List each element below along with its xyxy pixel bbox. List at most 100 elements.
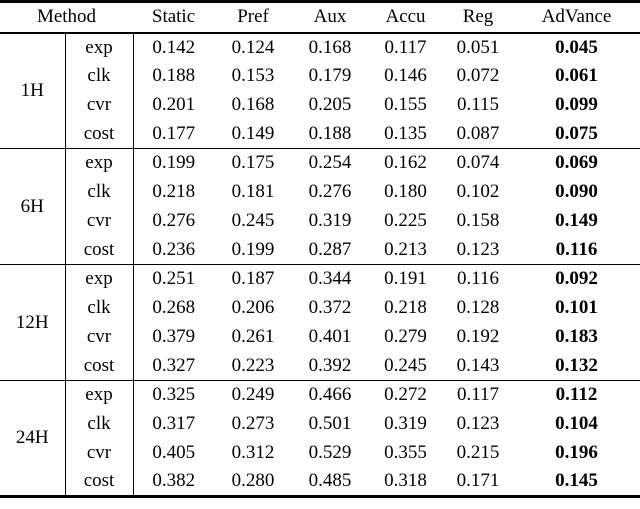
value-cell: 0.319: [308, 210, 352, 231]
value-cell: 0.181: [231, 181, 275, 202]
value-cell: 0.382: [152, 470, 196, 492]
value-cell-advance: 0.099: [555, 94, 598, 115]
value-cell: 0.142: [152, 36, 196, 58]
value-cell: 0.153: [231, 65, 275, 86]
value-cell: 0.135: [384, 122, 427, 144]
table-row: cost 0.327 0.223 0.392 0.245 0.143 0.132: [0, 351, 640, 381]
table-row: cvr 0.405 0.312 0.529 0.355 0.215 0.196: [0, 438, 640, 468]
value-cell: 0.074: [456, 152, 500, 174]
metric-label: cost: [65, 119, 134, 149]
metric-label: cvr: [65, 90, 134, 120]
group-6h: 6H exp 0.199 0.175 0.254 0.162 0.074 0.0…: [0, 148, 640, 265]
value-cell: 0.276: [308, 181, 352, 202]
value-cell: 0.218: [152, 181, 196, 202]
table-row: clk 0.218 0.181 0.276 0.180 0.102 0.090: [0, 177, 640, 207]
table-row: clk 0.188 0.153 0.179 0.146 0.072 0.061: [0, 61, 640, 91]
value-cell-advance: 0.092: [555, 268, 598, 290]
value-cell: 0.117: [384, 36, 427, 58]
value-cell: 0.117: [456, 384, 500, 406]
metric-label: cost: [65, 467, 134, 497]
table-row: clk 0.317 0.273 0.501 0.319 0.123 0.104: [0, 409, 640, 439]
value-cell-advance: 0.132: [555, 354, 598, 376]
value-cell: 0.187: [231, 268, 275, 290]
value-cell: 0.254: [308, 152, 352, 174]
col-header-pref: Pref: [214, 1, 293, 34]
value-cell: 0.213: [384, 238, 427, 260]
value-cell: 0.143: [456, 354, 500, 376]
value-cell: 0.245: [231, 210, 275, 231]
table-row: 6H exp 0.199 0.175 0.254 0.162 0.074 0.0…: [0, 148, 640, 265]
table-row: 1H exp 0.142 0.124 0.168 0.117 0.051 0.0…: [0, 32, 640, 149]
value-cell-advance: 0.061: [555, 65, 598, 86]
table-row: cost 0.382 0.280 0.485 0.318 0.171 0.145: [0, 467, 640, 497]
value-cell-advance: 0.149: [555, 210, 598, 231]
value-cell: 0.287: [308, 238, 352, 260]
value-cell: 0.116: [456, 268, 500, 290]
group-label-24h: 24H: [0, 380, 66, 497]
metric-label: cvr: [65, 322, 134, 352]
col-header-reg: Reg: [443, 1, 514, 34]
table-row: cost 0.177 0.149 0.188 0.135 0.087 0.075: [0, 119, 640, 149]
value-cell: 0.188: [308, 122, 352, 144]
group-label-6h: 6H: [0, 148, 66, 265]
value-cell: 0.317: [152, 413, 196, 434]
value-cell: 0.123: [456, 238, 500, 260]
value-cell-advance: 0.183: [555, 326, 598, 347]
value-cell: 0.205: [308, 94, 352, 115]
group-label-12h: 12H: [0, 264, 66, 381]
value-cell: 0.179: [308, 65, 352, 86]
value-cell: 0.529: [308, 442, 352, 463]
value-cell: 0.162: [384, 152, 427, 174]
value-cell: 0.192: [456, 326, 500, 347]
value-cell: 0.158: [456, 210, 500, 231]
group-label-1h: 1H: [0, 32, 66, 149]
table-row: cvr 0.276 0.245 0.319 0.225 0.158 0.149: [0, 206, 640, 236]
value-cell: 0.102: [456, 181, 500, 202]
value-cell: 0.276: [152, 210, 196, 231]
results-table: Method Static Pref Aux Accu Reg AdVance …: [0, 0, 640, 498]
table-header-row: Method Static Pref Aux Accu Reg AdVance: [0, 1, 640, 34]
value-cell: 0.225: [384, 210, 427, 231]
value-cell: 0.261: [231, 326, 275, 347]
value-cell: 0.123: [456, 413, 500, 434]
value-cell: 0.218: [384, 297, 427, 318]
value-cell: 0.180: [384, 181, 427, 202]
value-cell: 0.319: [384, 413, 427, 434]
value-cell: 0.466: [308, 384, 352, 406]
value-cell-advance: 0.090: [555, 181, 598, 202]
metric-label: exp: [65, 264, 134, 294]
metric-label: clk: [65, 177, 134, 207]
value-cell: 0.273: [231, 413, 275, 434]
metric-label: exp: [65, 32, 134, 62]
metric-label: cvr: [65, 438, 134, 468]
value-cell: 0.251: [152, 268, 196, 290]
value-cell: 0.392: [308, 354, 352, 376]
value-cell: 0.268: [152, 297, 196, 318]
group-12h: 12H exp 0.251 0.187 0.344 0.191 0.116 0.…: [0, 264, 640, 381]
table-row: 24H exp 0.325 0.249 0.466 0.272 0.117 0.…: [0, 380, 640, 497]
value-cell: 0.171: [456, 470, 500, 492]
value-cell-advance: 0.196: [555, 442, 598, 463]
value-cell: 0.146: [384, 65, 427, 86]
value-cell: 0.201: [152, 94, 196, 115]
value-cell: 0.401: [308, 326, 352, 347]
value-cell: 0.325: [152, 384, 196, 406]
value-cell: 0.175: [231, 152, 275, 174]
value-cell: 0.223: [231, 354, 275, 376]
col-header-advance: AdVance: [513, 1, 640, 34]
value-cell: 0.155: [384, 94, 427, 115]
metric-label: cost: [65, 351, 134, 381]
group-24h: 24H exp 0.325 0.249 0.466 0.272 0.117 0.…: [0, 380, 640, 497]
value-cell: 0.372: [308, 297, 352, 318]
value-cell: 0.199: [152, 152, 196, 174]
group-1h: 1H exp 0.142 0.124 0.168 0.117 0.051 0.0…: [0, 32, 640, 149]
value-cell: 0.245: [384, 354, 427, 376]
metric-label: clk: [65, 409, 134, 439]
value-cell: 0.327: [152, 354, 196, 376]
value-cell: 0.501: [308, 413, 352, 434]
metric-label: clk: [65, 293, 134, 323]
table-row: 12H exp 0.251 0.187 0.344 0.191 0.116 0.…: [0, 264, 640, 381]
value-cell: 0.236: [152, 238, 196, 260]
value-cell: 0.215: [456, 442, 500, 463]
